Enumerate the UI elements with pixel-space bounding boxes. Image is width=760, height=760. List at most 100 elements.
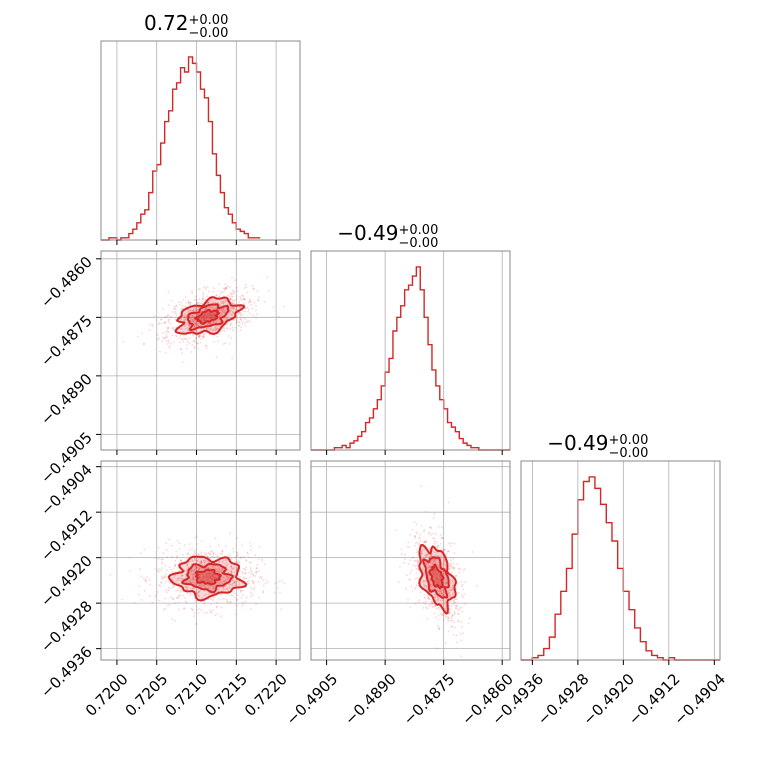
sample-point (424, 540, 426, 543)
sample-point (453, 566, 455, 569)
sample-point (225, 287, 228, 290)
sample-point (218, 318, 220, 320)
sample-point (251, 579, 254, 582)
sample-point (218, 582, 221, 585)
sample-point (203, 559, 206, 562)
sample-point (193, 316, 196, 318)
sample-point (434, 571, 437, 574)
sample-point (202, 293, 205, 296)
sample-point (185, 601, 188, 604)
histogram-step-line (101, 56, 261, 241)
sample-point (433, 542, 436, 545)
sample-point (430, 600, 432, 603)
sample-point (212, 320, 215, 323)
sample-point (191, 559, 194, 562)
sample-point (196, 559, 199, 562)
sample-point (229, 583, 232, 586)
sample-point (451, 565, 454, 568)
sample-point (432, 558, 435, 560)
sample-point (258, 596, 261, 599)
sample-point (199, 312, 202, 315)
sample-point (222, 327, 225, 329)
sample-point (444, 607, 447, 610)
sample-point (156, 333, 159, 336)
sample-point (228, 554, 231, 556)
sample-point (445, 605, 448, 608)
sample-point (213, 556, 216, 559)
sample-point (186, 588, 189, 590)
sample-point (282, 305, 285, 308)
sample-point (238, 583, 241, 586)
sample-point (452, 568, 455, 571)
sample-point (220, 299, 223, 301)
sample-point (434, 593, 436, 596)
sample-point (401, 553, 403, 556)
sample-point (191, 560, 194, 562)
sample-point (435, 577, 438, 580)
sample-point (248, 571, 251, 574)
sample-point (231, 583, 234, 585)
sample-point (219, 304, 222, 307)
sample-point (192, 576, 195, 579)
sample-point (225, 559, 227, 561)
sample-point (435, 577, 438, 580)
sample-point (245, 596, 248, 599)
sample-point (446, 616, 449, 618)
x-tick-label: 0.7205 (122, 670, 172, 720)
sample-point (157, 546, 160, 549)
sample-point (228, 583, 231, 586)
sample-point (170, 315, 172, 318)
sample-point (216, 328, 219, 330)
sample-point (452, 581, 455, 584)
sample-point (252, 287, 255, 290)
sample-point (186, 338, 189, 341)
sample-point (239, 575, 241, 578)
sample-point (409, 559, 412, 562)
sample-point (429, 598, 431, 601)
sample-point (167, 314, 170, 317)
sample-point (437, 618, 439, 621)
sample-point (175, 305, 178, 307)
sample-point (199, 559, 202, 562)
sample-point (203, 315, 206, 317)
sample-point (197, 593, 199, 596)
sample-point (448, 565, 451, 568)
sample-point (255, 603, 257, 606)
sample-point (242, 295, 245, 297)
sample-point (215, 307, 218, 309)
sample-point (211, 575, 214, 577)
sample-point (460, 621, 462, 624)
sample-point (239, 313, 242, 315)
sample-point (156, 569, 159, 572)
sample-point (238, 570, 241, 573)
sample-point (438, 626, 440, 629)
sample-point (249, 299, 251, 302)
sample-point (184, 585, 187, 588)
sample-point (255, 317, 257, 319)
sample-point (209, 316, 212, 318)
sample-point (209, 312, 212, 315)
sample-point (209, 328, 212, 331)
sample-point (215, 356, 218, 359)
sample-point (250, 595, 253, 597)
sample-point (193, 570, 196, 573)
x-tick-label: −0.4875 (400, 670, 459, 729)
sample-point (215, 328, 218, 330)
sample-point (176, 577, 179, 580)
sample-point (173, 567, 176, 570)
sample-point (160, 577, 163, 579)
sample-point (199, 288, 201, 290)
sample-point (204, 552, 206, 555)
sample-point (191, 292, 194, 294)
sample-point (234, 326, 237, 329)
sample-point (235, 306, 238, 309)
sample-point (454, 601, 457, 604)
sample-point (238, 311, 241, 314)
sample-point (164, 321, 167, 324)
sample-point (222, 308, 225, 310)
sample-point (447, 597, 449, 600)
sample-point (243, 297, 246, 300)
sample-point (430, 589, 433, 591)
sample-point (195, 582, 197, 585)
sample-point (210, 611, 212, 613)
